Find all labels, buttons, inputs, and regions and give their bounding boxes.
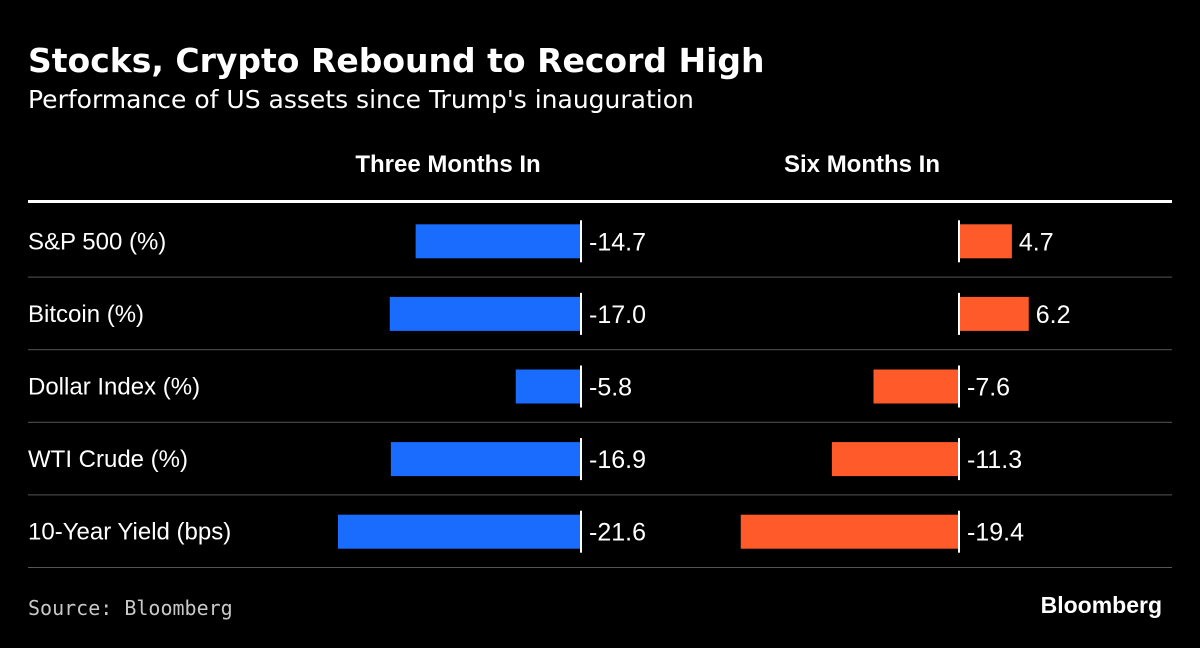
row-label: WTI Crude (%) [28, 446, 188, 473]
value-label-three-months: -14.7 [589, 228, 646, 256]
value-label-three-months: -17.0 [589, 301, 646, 329]
zero-line [580, 365, 582, 408]
value-label-three-months: -5.8 [589, 374, 632, 402]
chart-title: Stocks, Crypto Rebound to Record High [28, 41, 765, 80]
row-divider [28, 567, 1172, 568]
row-label: Dollar Index (%) [28, 374, 200, 401]
bloomberg-logo: Bloomberg [1041, 592, 1162, 618]
zero-line [580, 510, 582, 553]
bar-six-months [873, 369, 959, 404]
bar-three-months [415, 224, 581, 259]
bar-three-months [389, 296, 581, 331]
column-header-six-months: Six Months In [784, 151, 940, 178]
zero-line [958, 292, 960, 335]
bar-three-months [515, 369, 581, 404]
row-divider [28, 494, 1172, 496]
bar-three-months [338, 514, 581, 549]
zero-line [958, 365, 960, 408]
column-header-three-months: Three Months In [355, 151, 540, 178]
chart-subtitle: Performance of US assets since Trump's i… [28, 85, 694, 114]
value-label-six-months: 6.2 [1036, 301, 1071, 329]
value-label-three-months: -16.9 [589, 446, 646, 474]
row-divider [28, 276, 1172, 278]
bar-six-months [959, 296, 1029, 331]
value-label-six-months: -7.6 [967, 374, 1010, 402]
row-divider [28, 349, 1172, 351]
bar-six-months [740, 514, 959, 549]
source-note: Source: Bloomberg [28, 596, 233, 620]
value-label-six-months: -11.3 [967, 446, 1022, 474]
header-rule [28, 200, 1172, 203]
chart-rows: S&P 500 (%) -14.7 4.7 Bitcoin (%) -17.0 6.2 Do… [28, 220, 1172, 568]
zero-line [580, 220, 582, 263]
bar-six-months [831, 442, 959, 477]
bar-six-months [959, 224, 1012, 259]
zero-line [580, 292, 582, 335]
value-label-six-months: -19.4 [967, 519, 1024, 547]
row-label: S&P 500 (%) [28, 228, 166, 255]
zero-line [958, 510, 960, 553]
value-label-three-months: -21.6 [589, 519, 646, 547]
zero-line [958, 438, 960, 481]
row-label: Bitcoin (%) [28, 301, 144, 328]
value-label-six-months: 4.7 [1019, 228, 1054, 256]
row-divider [28, 421, 1172, 423]
zero-line [580, 438, 582, 481]
row-label: 10-Year Yield (bps) [28, 519, 231, 546]
zero-line [958, 220, 960, 263]
bar-three-months [390, 442, 581, 477]
